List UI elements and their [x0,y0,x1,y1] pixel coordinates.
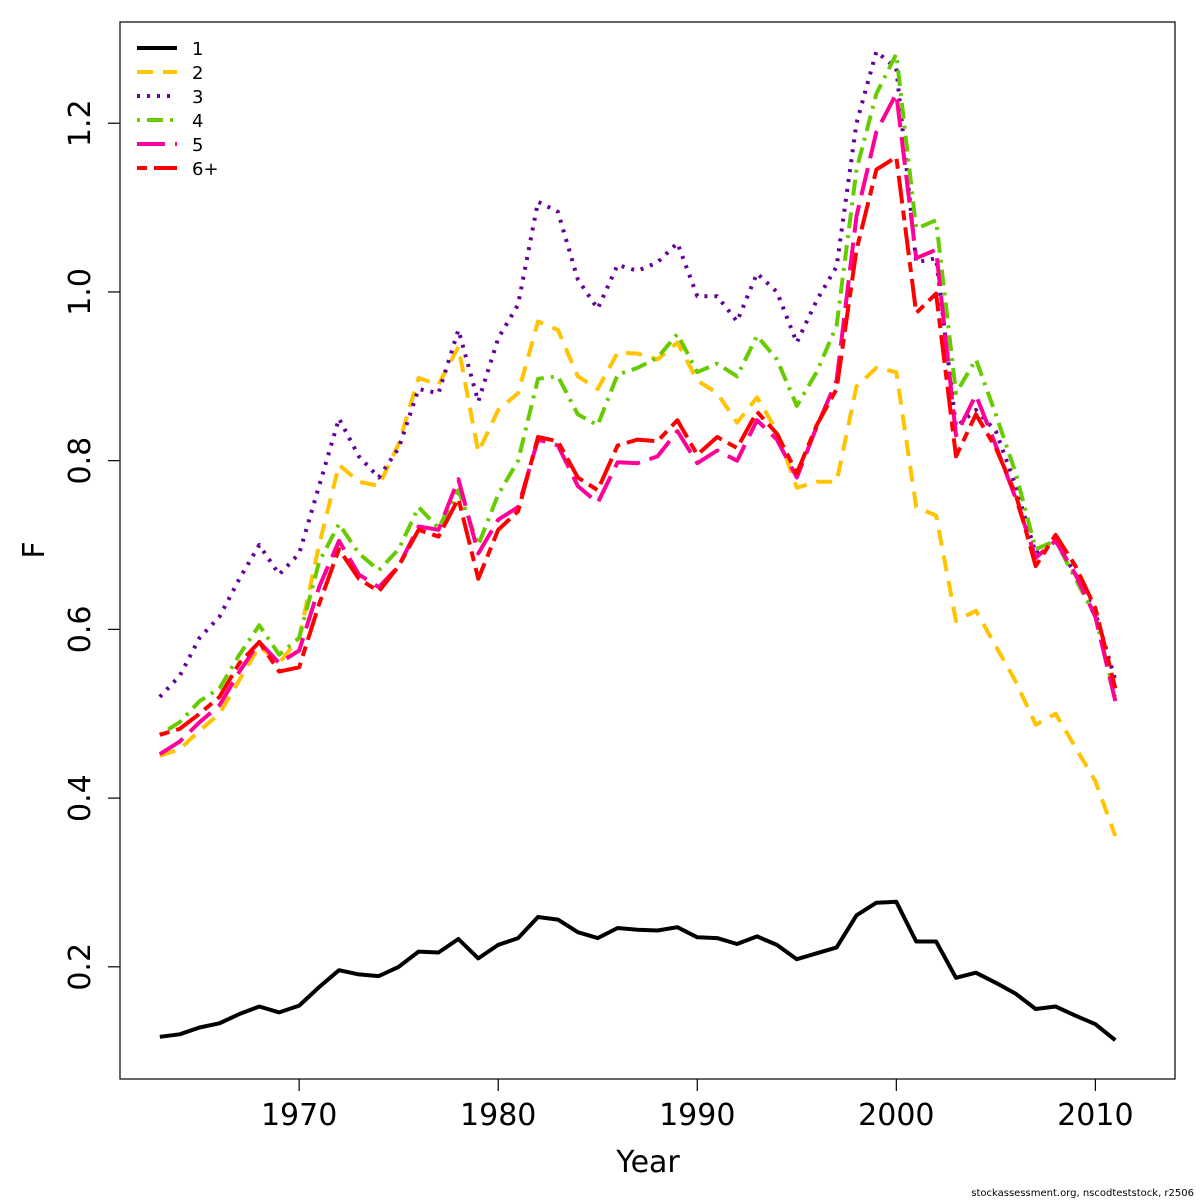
x-tick-label: 2010 [1057,1098,1133,1133]
series-line-2 [159,319,1118,837]
legend-label: 2 [192,63,203,84]
series-line-1 [159,899,1117,1042]
x-tick-label: 1990 [659,1098,735,1133]
series-line-6plus [159,155,1118,737]
legend-label: 4 [192,111,203,132]
y-tick-label: 0.8 [63,437,98,485]
legend: 1 2 3 4 5 6+ [137,39,219,180]
y-tick-label: 1.2 [63,99,98,147]
x-tick-label: 2000 [858,1098,934,1133]
series-group [158,49,1118,1042]
y-axis-title: F [17,541,52,558]
series-line-5 [158,91,1118,756]
y-tick-label: 0.4 [63,774,98,822]
legend-label: 1 [192,39,203,60]
footer-credit: stockassessment.org, nscodteststock, r25… [971,1188,1194,1199]
y-tick-label: 1.0 [63,268,98,316]
series-line-4 [158,52,1118,737]
axes: 1970 1980 1990 2000 2010 0.2 0.4 0.6 0.8 1.0 1.2 [63,99,1134,1133]
legend-label: 6+ [192,159,219,180]
legend-label: 3 [192,87,203,108]
series-line-3 [158,49,1118,699]
y-tick-label: 0.2 [63,943,98,991]
plot-frame [119,21,1176,1080]
x-tick-label: 1980 [460,1098,536,1133]
y-tick-label: 0.6 [63,606,98,654]
x-tick-label: 1970 [261,1098,337,1133]
legend-label: 5 [192,135,203,156]
x-axis-title: Year [615,1145,680,1180]
